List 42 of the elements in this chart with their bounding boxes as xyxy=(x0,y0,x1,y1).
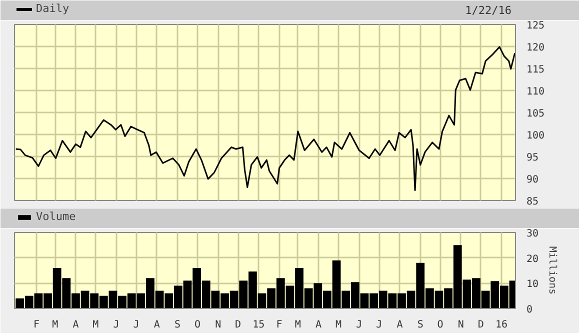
y-tick-label: 125 xyxy=(526,20,545,32)
y-axis-title: Millions xyxy=(546,246,558,295)
y-tick-label: 30 xyxy=(526,228,539,240)
line-series xyxy=(15,46,516,192)
x-tick-label: D xyxy=(235,320,242,330)
y-tick-label: 10 xyxy=(526,279,539,290)
y-tick-label: 85 xyxy=(526,196,539,208)
x-tick-label: J xyxy=(356,320,362,330)
y-tick-label: 90 xyxy=(526,174,539,186)
legend-label: Volume xyxy=(36,210,76,223)
y-tick-label: 100 xyxy=(526,130,545,142)
y-tick-label: 20 xyxy=(526,254,539,265)
x-tick-label: N xyxy=(215,320,222,330)
x-tick-label: M xyxy=(336,320,342,330)
x-tick-label: A xyxy=(396,320,403,330)
x-tick-label: M xyxy=(92,320,99,330)
x-tick-label: F xyxy=(33,320,40,330)
x-tick-label: O xyxy=(437,320,444,330)
y-tick-label: 105 xyxy=(526,108,545,120)
x-tick-label: J xyxy=(133,320,140,330)
x-tick-label: A xyxy=(316,320,322,330)
y-tick-label: 115 xyxy=(526,64,545,76)
y-tick-label: 0 xyxy=(526,304,533,316)
x-tick-label: 16 xyxy=(496,320,508,330)
y-tick-label: 110 xyxy=(526,86,545,98)
x-tick-label: D xyxy=(478,320,484,330)
x-tick-label: 15 xyxy=(252,320,265,330)
x-tick-label: A xyxy=(154,320,160,330)
x-tick-label: O xyxy=(194,320,200,330)
text: 1/22/16 xyxy=(465,4,512,17)
x-tick-label: J xyxy=(376,320,382,330)
x-tick-label: M xyxy=(52,320,58,330)
y-tick-label: 120 xyxy=(526,42,545,54)
x-tick-label: F xyxy=(276,320,282,330)
legend-label: Daily xyxy=(36,2,70,15)
x-tick-label: J xyxy=(113,320,120,330)
x-tick-label: S xyxy=(417,320,424,330)
x-tick-label: S xyxy=(174,320,181,330)
y-tick-label: 95 xyxy=(526,152,539,164)
x-tick-label: A xyxy=(72,320,79,330)
x-tick-label: N xyxy=(458,320,464,330)
x-tick-label: M xyxy=(294,320,301,330)
